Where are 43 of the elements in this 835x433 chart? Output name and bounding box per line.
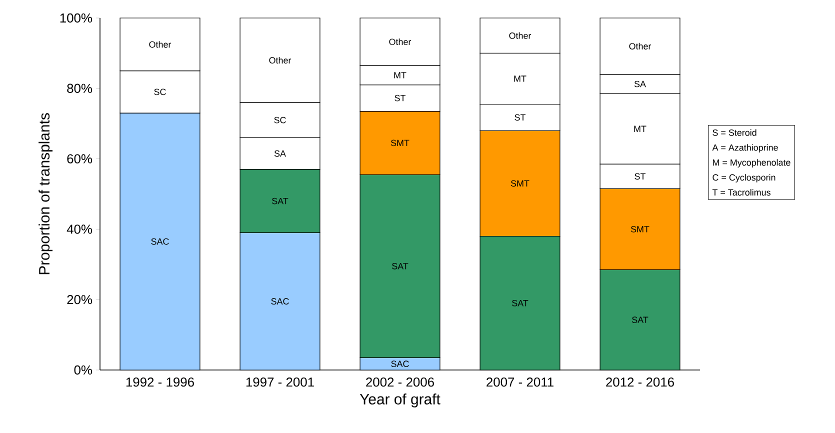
text: Other — [269, 56, 292, 64]
series-label: SA — [634, 80, 646, 88]
text: Other — [149, 41, 172, 48]
text: SAC — [151, 238, 169, 245]
series-label: SMT — [390, 140, 410, 146]
text: MT — [634, 126, 646, 132]
text: ST — [514, 114, 526, 121]
text: ST — [394, 94, 406, 102]
series-label: MT — [394, 72, 406, 78]
y-tick-label: 40% — [66, 224, 92, 234]
series-label: ST — [634, 173, 646, 180]
text: Other — [389, 38, 412, 46]
text: SAT — [632, 316, 648, 324]
x-tick-label: 1997 - 2001 — [246, 378, 314, 387]
text: SMT — [630, 226, 650, 232]
y-tick-label: 100% — [60, 13, 92, 23]
text: SC — [154, 88, 166, 96]
x-tick-label: 2002 - 2006 — [366, 378, 434, 387]
series-label: SC — [274, 116, 286, 124]
text: A = Azathioprine — [712, 144, 778, 153]
y-axis-title: Proportion of transplants — [38, 113, 53, 274]
series-label: SAC — [391, 360, 409, 368]
text: M = Mycophenolate — [712, 159, 790, 168]
y-tick-label: 20% — [67, 295, 92, 304]
x-tick-label: 1992 - 1996 — [126, 378, 194, 387]
series-label: Other — [509, 32, 532, 39]
text: SMT — [510, 180, 530, 187]
text: S = Steroid — [712, 129, 756, 136]
text: SAC — [271, 298, 289, 305]
text: Other — [629, 42, 652, 50]
text: T = Tacrolimus — [712, 189, 770, 196]
series-label: SAT — [272, 198, 288, 204]
x-tick-label: 2012 - 2016 — [606, 378, 674, 387]
text: C = Cyclosporin — [712, 174, 776, 182]
x-axis-title: Year of graft — [360, 394, 440, 408]
y-tick-label: 80% — [67, 84, 92, 93]
text: MT — [514, 76, 526, 82]
x-tick-label: 2007 - 2011 — [486, 378, 554, 387]
text: SA — [274, 150, 286, 157]
text: SAT — [392, 262, 408, 270]
y-tick-label: 0% — [74, 365, 92, 375]
text: SAT — [512, 300, 528, 306]
y-tick-label: 60% — [67, 154, 92, 164]
